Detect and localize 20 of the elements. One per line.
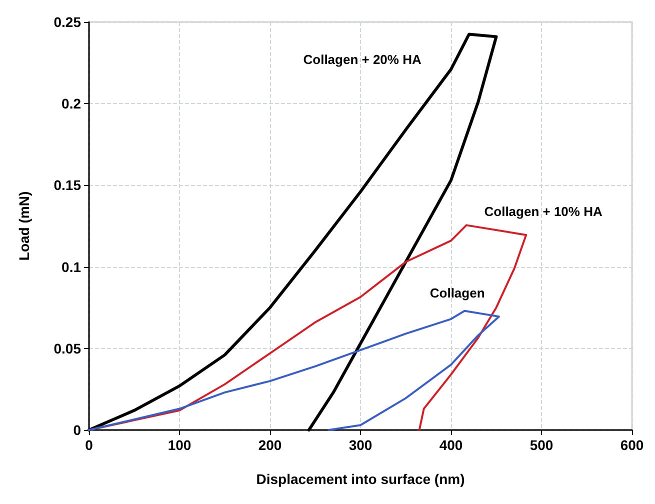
- x-tick-label: 500: [530, 437, 554, 453]
- line-series: [88, 224, 528, 431]
- series-label: Collagen + 20% HA: [303, 52, 422, 68]
- y-tick-label: 0.1: [62, 258, 82, 275]
- series-label: Collagen + 10% HA: [484, 204, 603, 219]
- y-tick-label: 0: [73, 422, 82, 438]
- y-tick-label: 0.15: [54, 177, 82, 194]
- series-label: Collagen: [430, 285, 485, 300]
- line-series: [88, 310, 500, 431]
- x-tick-label: 400: [439, 437, 463, 453]
- x-tick-label: 300: [348, 437, 372, 453]
- y-tick-label: 0.05: [54, 340, 82, 356]
- y-tick-label: 0.2: [62, 96, 82, 112]
- y-axis-title: Load (mN): [16, 191, 32, 261]
- x-tick-label: 100: [168, 437, 192, 453]
- x-tick-label: 600: [620, 437, 644, 453]
- x-axis-title: Displacement into surface (nm): [256, 471, 465, 487]
- y-tick-label: 0.25: [54, 14, 82, 30]
- x-tick-label: 200: [258, 437, 282, 453]
- x-tick-label: 0: [85, 437, 94, 453]
